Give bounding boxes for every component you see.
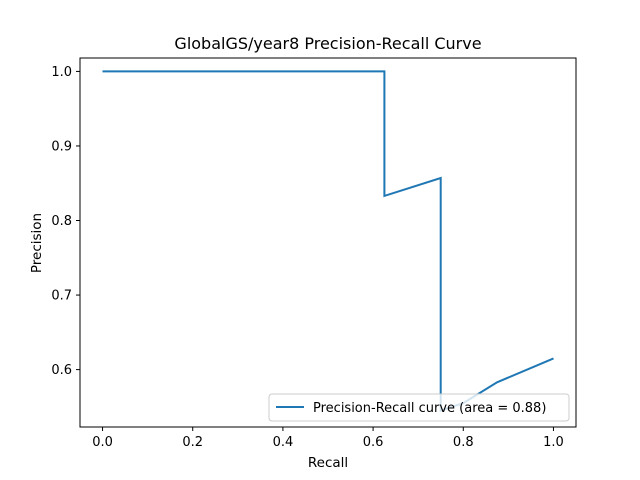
- legend-box: [268, 393, 570, 422]
- x-tick-label: 0.6: [363, 435, 384, 450]
- x-tick-label: 0.0: [92, 435, 113, 450]
- y-tick-label: 0.6: [51, 363, 72, 378]
- y-tick-label: 0.7: [51, 289, 72, 304]
- plot-area-frame: [79, 57, 577, 428]
- y-axis-label: Precision: [29, 213, 45, 273]
- y-tick-label: 0.8: [51, 214, 72, 229]
- x-tick-label: 0.8: [453, 435, 474, 450]
- y-axis-ticks: 0.6 0.7 0.8 0.9 1.0: [51, 65, 80, 378]
- x-axis-label: Recall: [308, 455, 348, 471]
- x-axis-ticks: 0.0 0.2 0.4 0.6 0.8 1.0: [92, 427, 564, 450]
- chart-title: GlobalGS/year8 Precision-Recall Curve: [174, 34, 481, 53]
- x-tick-label: 0.4: [273, 435, 294, 450]
- legend: Precision-Recall curve (area = 0.88): [268, 393, 570, 422]
- x-tick-label: 0.2: [182, 435, 203, 450]
- y-tick-label: 0.9: [51, 139, 72, 154]
- x-tick-label: 1.0: [543, 435, 564, 450]
- y-tick-label: 1.0: [51, 65, 72, 80]
- legend-entry-label: Precision-Recall curve (area = 0.88): [313, 401, 546, 416]
